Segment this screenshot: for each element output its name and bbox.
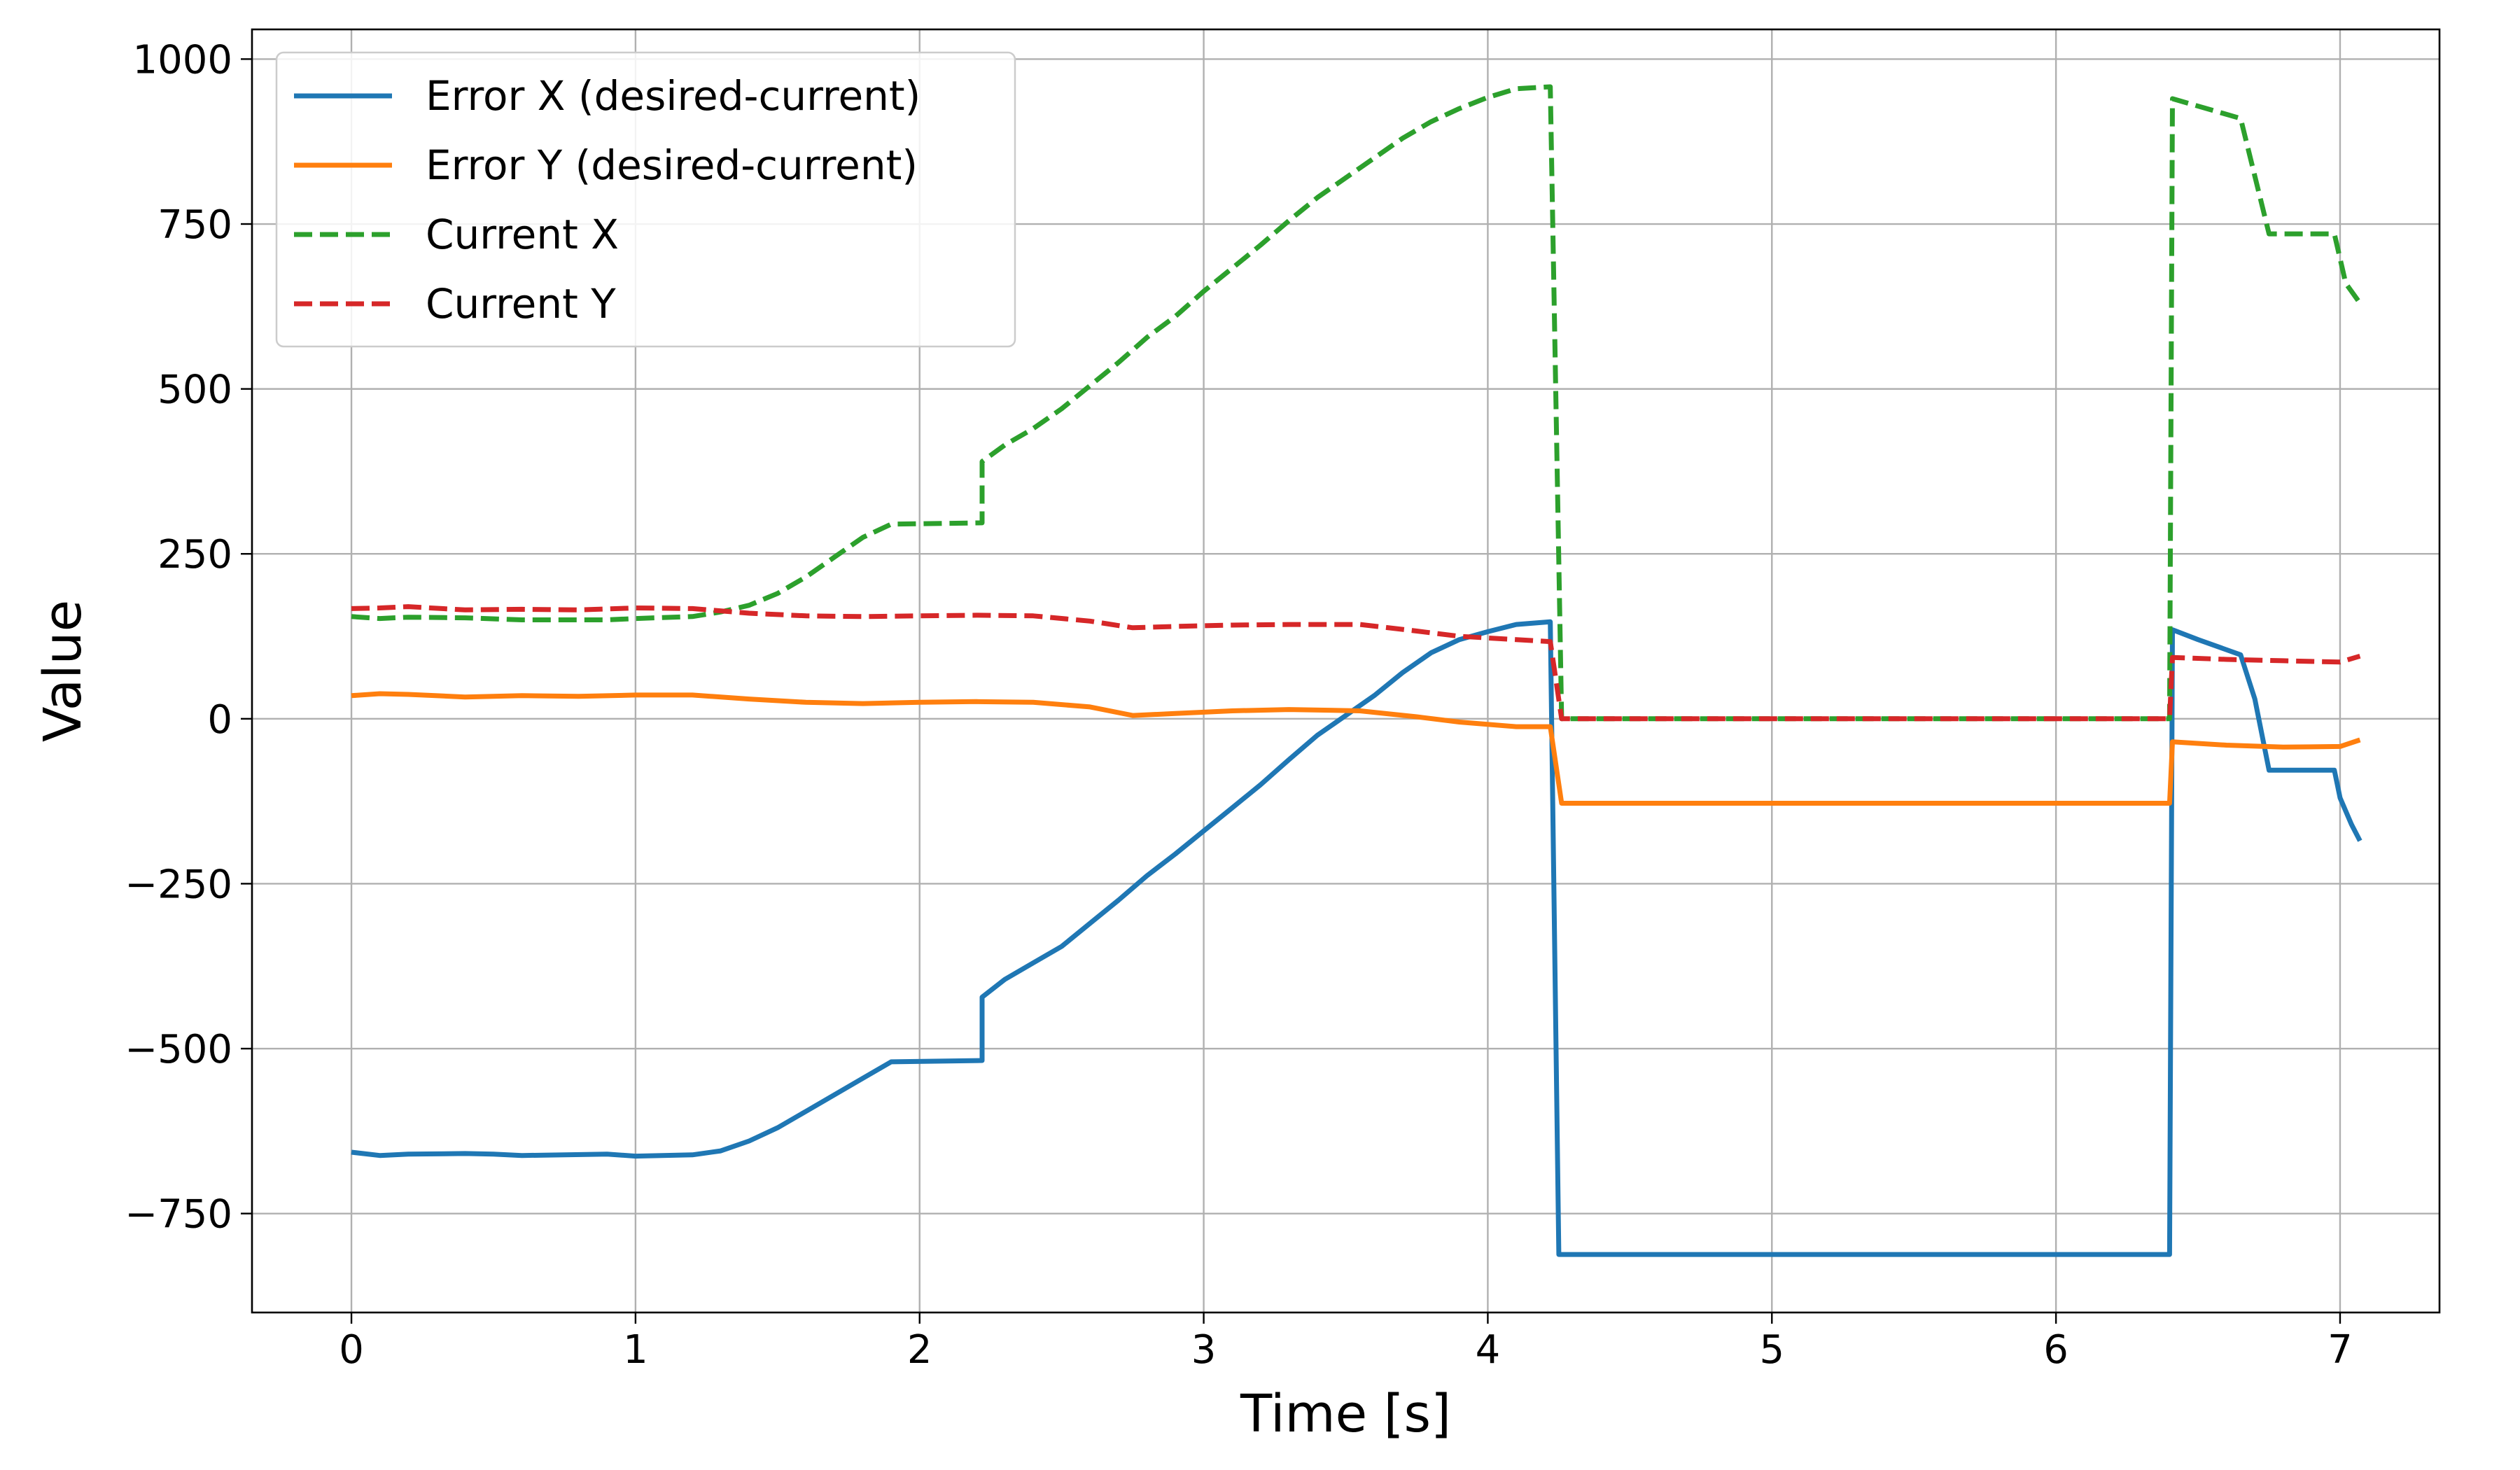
series-line-1 — [351, 691, 2361, 806]
x-axis-ticks: 0 1 2 3 4 5 6 7 — [339, 1312, 2353, 1373]
y-tick-label: −750 — [125, 1192, 232, 1238]
legend-label-3: Current Y — [426, 280, 616, 328]
series-line-2 — [351, 84, 2362, 722]
y-tick-label: −250 — [125, 862, 232, 907]
legend-box — [275, 51, 1016, 348]
x-tick-label: 2 — [907, 1327, 932, 1373]
plot-frame — [251, 28, 2441, 1314]
legend-label-1: Error Y (desired-current) — [426, 141, 918, 189]
x-tick-label: 6 — [2043, 1327, 2068, 1373]
grid — [252, 29, 2440, 1312]
legend-label-0: Error X (desired-current) — [426, 72, 920, 120]
y-tick-label: −500 — [125, 1027, 232, 1072]
series-line-3 — [351, 604, 2361, 722]
y-tick-label: 0 — [207, 697, 232, 743]
x-tick-label: 3 — [1191, 1327, 1217, 1373]
x-axis-label: Time [s] — [1240, 1384, 1451, 1444]
x-tick-label: 5 — [1759, 1327, 1784, 1373]
y-axis-label: Value — [33, 600, 93, 742]
legend-label-2: Current X — [426, 211, 619, 258]
x-tick-label: 1 — [623, 1327, 648, 1373]
x-tick-label: 7 — [2328, 1327, 2353, 1373]
series-lines — [351, 84, 2362, 1257]
y-tick-label: 1000 — [132, 37, 232, 83]
x-tick-label: 4 — [1476, 1327, 1501, 1373]
legend: Error X (desired-current) Error Y (desire… — [275, 51, 1016, 348]
y-axis-ticks: −750 −500 −250 0 250 500 750 1000 — [125, 37, 252, 1238]
y-tick-label: 750 — [158, 202, 232, 248]
y-tick-label: 250 — [158, 532, 232, 578]
y-tick-label: 500 — [158, 368, 232, 413]
x-tick-label: 0 — [339, 1327, 364, 1373]
series-line-0 — [351, 619, 2362, 1257]
